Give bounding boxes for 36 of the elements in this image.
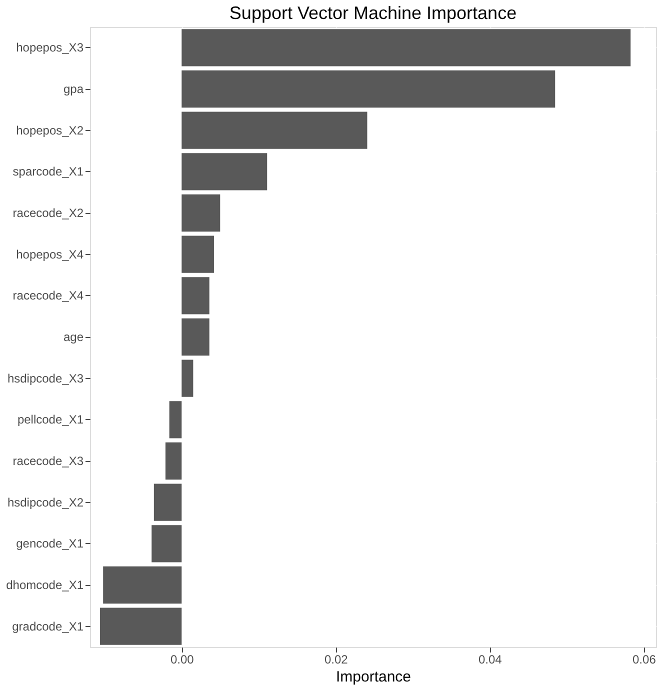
chart-title: Support Vector Machine Importance — [229, 3, 517, 23]
y-tick-label: gencode_X1 — [16, 536, 84, 551]
bar — [182, 153, 268, 190]
bar — [169, 401, 182, 438]
y-tick-label: pellcode_X1 — [17, 412, 84, 427]
bar — [182, 277, 210, 314]
bar — [182, 360, 194, 397]
y-tick-label: age — [63, 330, 84, 344]
x-tick-label: 0.04 — [478, 652, 502, 666]
bar — [182, 112, 368, 149]
y-tick-label: racecode_X3 — [12, 454, 84, 468]
y-tick-label: gpa — [63, 82, 84, 96]
y-tick-label: racecode_X4 — [12, 288, 84, 303]
bar — [182, 236, 214, 273]
y-tick-label: hopepos_X3 — [16, 40, 84, 55]
bar — [154, 484, 182, 521]
bar — [100, 608, 182, 645]
y-tick-label: hsdipcode_X2 — [7, 495, 84, 510]
x-axis-title: Importance — [336, 668, 412, 686]
bar — [182, 70, 556, 108]
x-tick-label: 0.00 — [170, 652, 194, 666]
bar — [182, 29, 631, 66]
y-tick-label: dhomcode_X1 — [6, 578, 84, 592]
y-tick-label: sparcode_X1 — [12, 164, 84, 179]
y-tick-label: hopepos_X2 — [16, 123, 84, 138]
bar — [103, 566, 182, 604]
y-tick-label: hopepos_X4 — [16, 247, 84, 262]
x-tick-label: 0.02 — [324, 652, 348, 666]
x-tick-label: 0.06 — [632, 652, 656, 666]
y-tick-label: hsdipcode_X3 — [7, 371, 84, 386]
bar — [152, 525, 182, 562]
bar — [182, 194, 220, 232]
y-tick-label: gradcode_X1 — [12, 619, 84, 634]
bar — [182, 318, 210, 356]
y-tick-label: racecode_X2 — [12, 206, 84, 220]
bar — [165, 442, 182, 480]
